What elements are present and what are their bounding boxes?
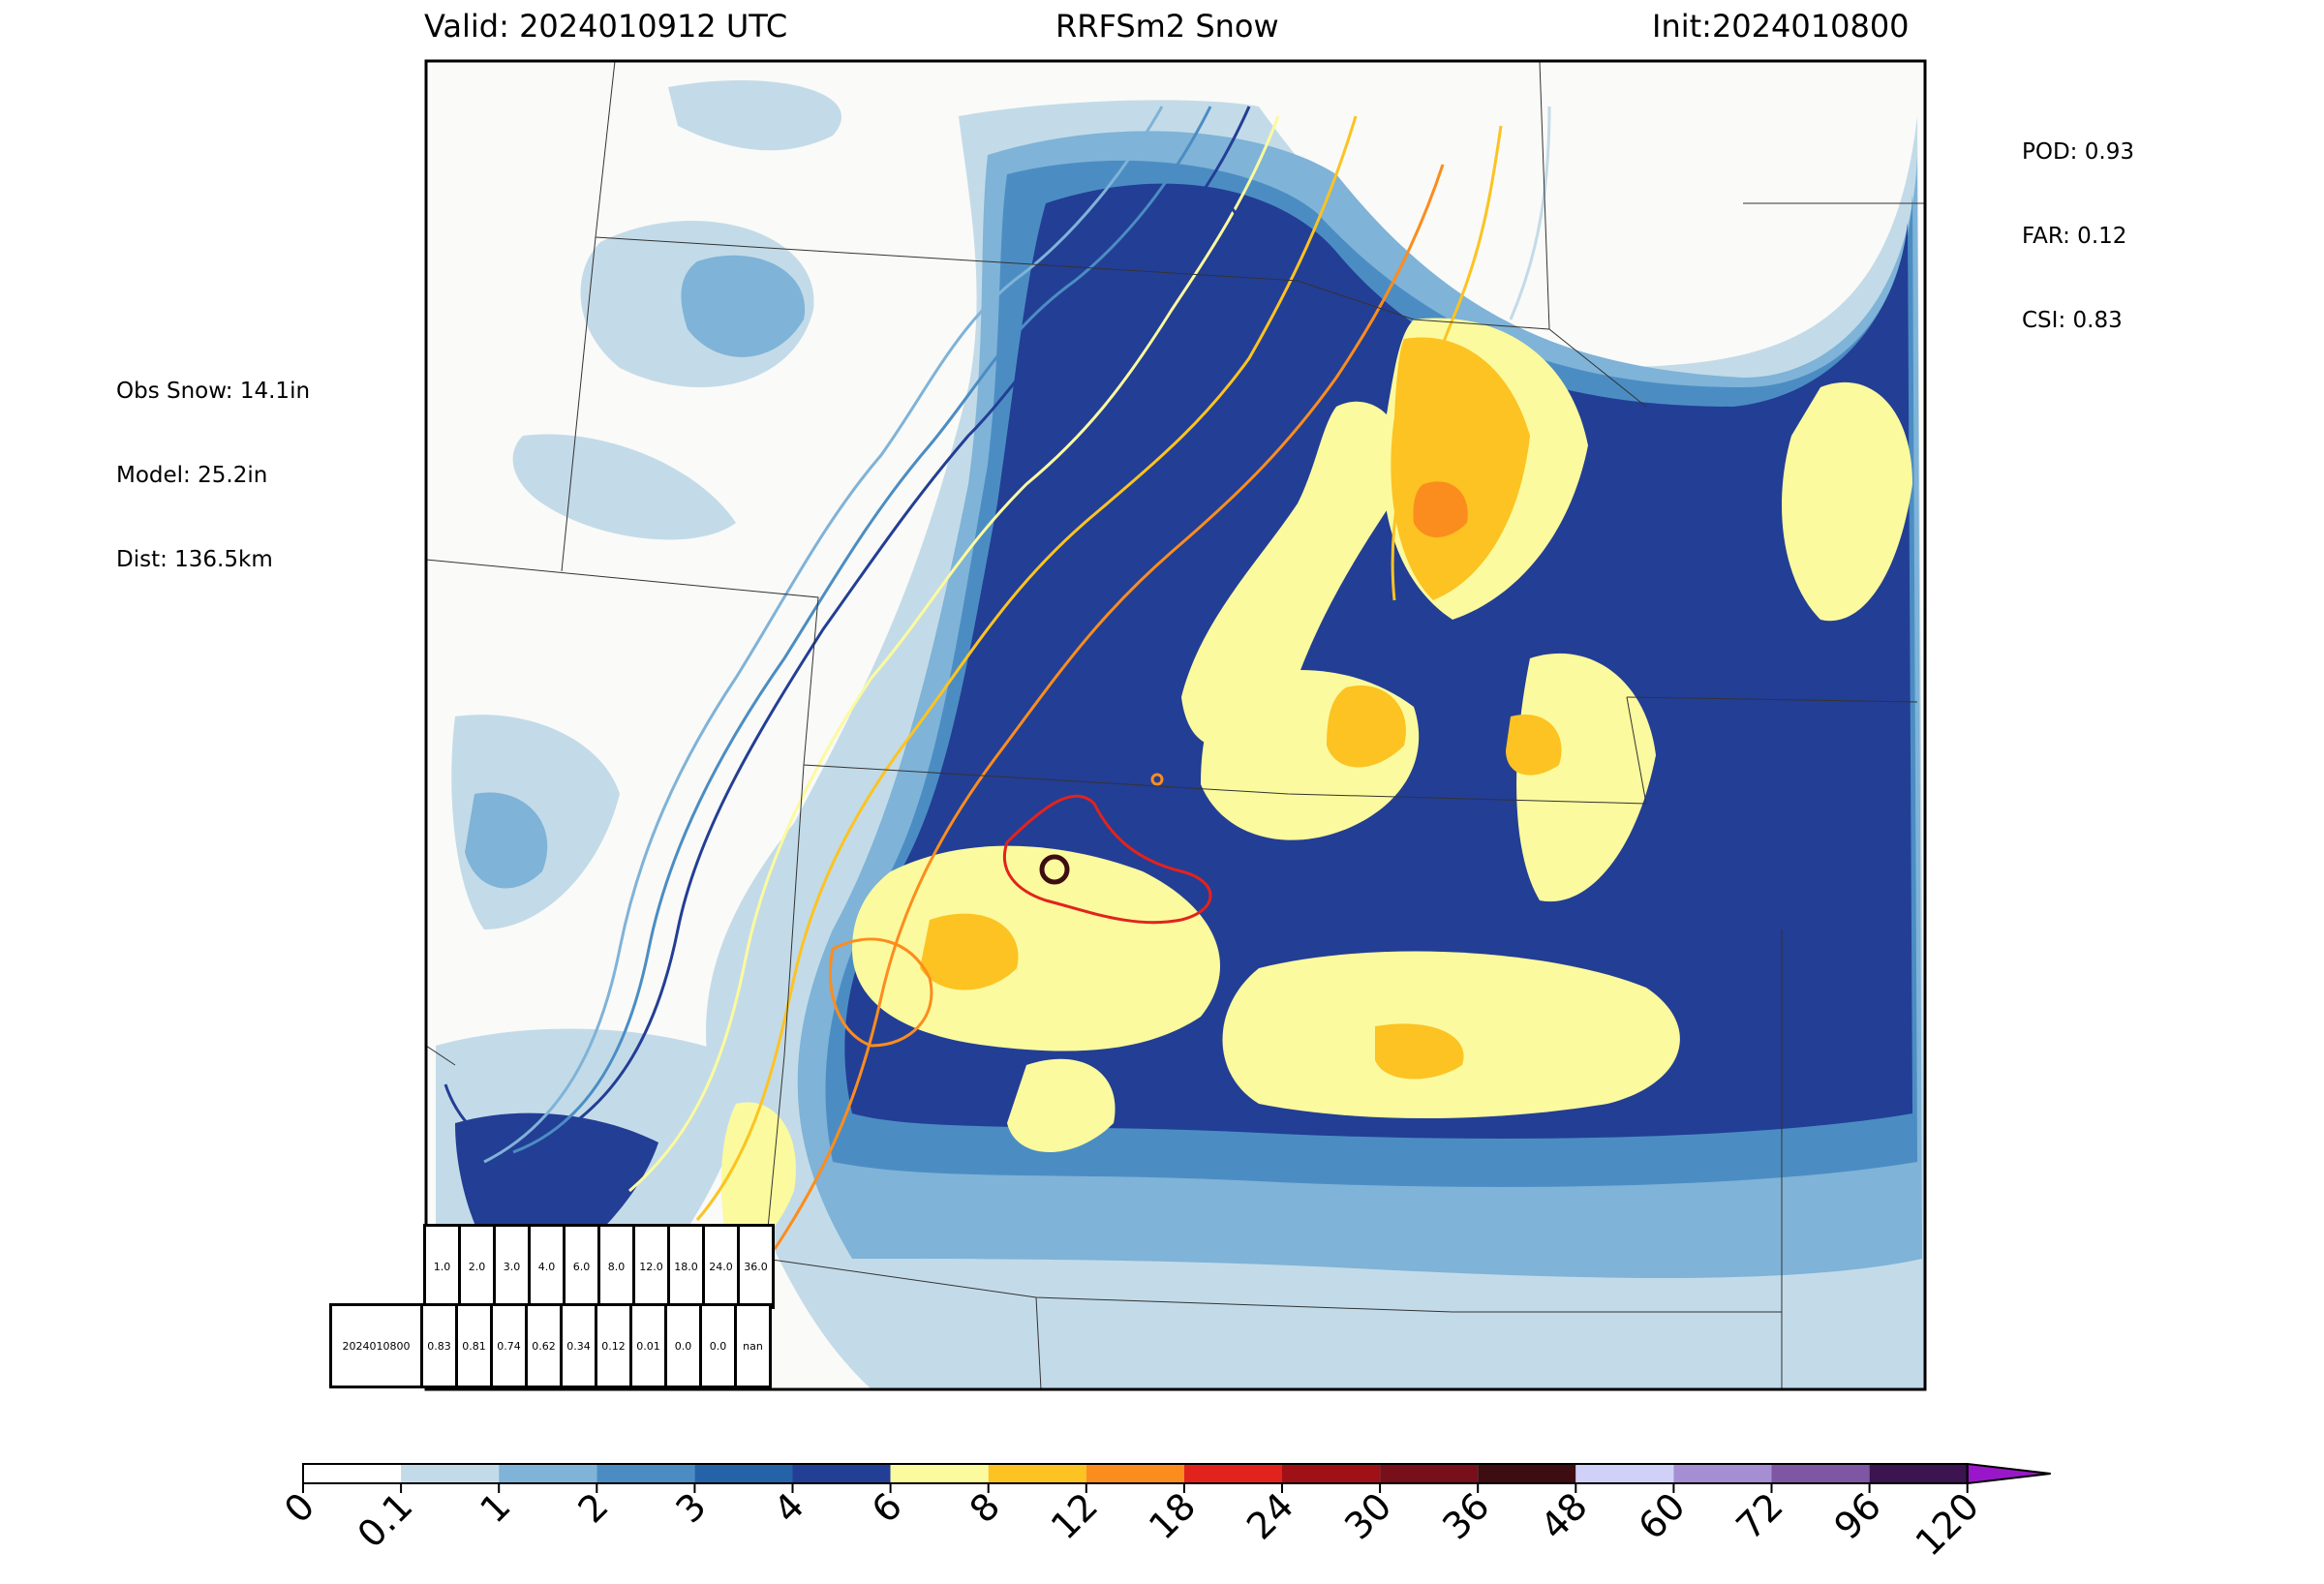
colorbar-tick-label: 1 <box>472 1484 518 1531</box>
colorbar-extend-arrow <box>1966 1462 2051 1485</box>
row-label: 2024010800 <box>329 1303 423 1388</box>
colorbar-tick-label: 120 <box>1908 1484 1987 1564</box>
colorbar-tick-label: 96 <box>1826 1484 1889 1547</box>
colorbar-swatch <box>596 1464 695 1483</box>
colorbar-swatch <box>303 1464 402 1483</box>
colorbar-swatch <box>1282 1464 1381 1483</box>
csi-cell: 0.0 <box>664 1303 702 1388</box>
colorbar-swatch <box>1869 1464 1968 1483</box>
colorbar-tick-label: 0.1 <box>350 1484 421 1556</box>
colorbar-ticks: 0 0.1 1 2 3 4 6 8 12 18 24 30 36 48 60 72 96 120 <box>276 1483 1987 1565</box>
colorbar-swatch <box>1086 1464 1184 1483</box>
colorbar-swatch <box>1575 1464 1674 1483</box>
threshold-cell: 2.0 <box>458 1224 496 1309</box>
colorbar-tick-label: 0 <box>276 1484 322 1531</box>
init-time: Init:2024010800 <box>1652 8 1910 45</box>
threshold-cell: 36.0 <box>737 1224 775 1309</box>
colorbar-swatch <box>1183 1464 1282 1483</box>
csi-cell: 0.62 <box>525 1303 563 1388</box>
csi-cell: 0.81 <box>455 1303 493 1388</box>
colorbar-swatches <box>302 1462 2051 1485</box>
threshold-cell: 3.0 <box>493 1224 531 1309</box>
pod-label: POD: 0.93 <box>2022 139 2134 165</box>
csi-cell: 0.34 <box>560 1303 597 1388</box>
colorbar-frame <box>302 1463 1969 1484</box>
csi-cell: 0.01 <box>629 1303 667 1388</box>
colorbar-swatch <box>401 1464 500 1483</box>
map-title: RRFSm2 Snow <box>1055 8 1279 45</box>
colorbar-swatch <box>499 1464 597 1483</box>
model-snow-label: Model: 25.2in <box>116 463 268 488</box>
threshold-header-table: 1.0 2.0 3.0 4.0 6.0 8.0 12.0 18.0 24.0 3… <box>423 1224 775 1309</box>
distance-label: Dist: 136.5km <box>116 547 273 572</box>
threshold-cell: 1.0 <box>423 1224 461 1309</box>
colorbar-swatch <box>1380 1464 1479 1483</box>
far-label: FAR: 0.12 <box>2022 224 2127 249</box>
threshold-cell: 8.0 <box>597 1224 635 1309</box>
snow-shade-12in <box>1413 481 1468 537</box>
threshold-cell: 12.0 <box>632 1224 670 1309</box>
colorbar-swatch <box>988 1464 1086 1483</box>
obs-snow-label: Obs Snow: 14.1in <box>116 379 311 404</box>
colorbar-tick-label: 8 <box>962 1484 1008 1531</box>
obs-station-marker <box>1039 854 1070 885</box>
colorbar-swatch <box>1673 1464 1772 1483</box>
map-frame <box>424 59 1927 1391</box>
colorbar-swatch <box>694 1464 793 1483</box>
csi-cell: 0.74 <box>490 1303 528 1388</box>
colorbar-swatch <box>792 1464 891 1483</box>
score-stats: POD: 0.93 FAR: 0.12 CSI: 0.83 <box>2022 82 2134 363</box>
csi-cell: 0.83 <box>420 1303 458 1388</box>
colorbar-tick-label: 60 <box>1630 1484 1693 1547</box>
snow-shade-6in <box>720 318 1912 1247</box>
colorbar-tick-label: 12 <box>1043 1484 1106 1547</box>
obs-stats: Obs Snow: 14.1in Model: 25.2in Dist: 136… <box>116 321 310 602</box>
colorbar-tick-label: 4 <box>766 1484 812 1531</box>
threshold-cell: 6.0 <box>563 1224 600 1309</box>
csi-cell: nan <box>734 1303 772 1388</box>
colorbar-swatch <box>1771 1464 1870 1483</box>
valid-time: Valid: 2024010912 UTC <box>424 8 788 45</box>
colorbar-tick-label: 18 <box>1141 1484 1204 1547</box>
colorbar-tick-label: 3 <box>668 1484 715 1531</box>
threshold-values-table: 2024010800 0.83 0.81 0.74 0.62 0.34 0.12… <box>329 1303 772 1388</box>
colorbar-tick-label: 30 <box>1336 1484 1399 1547</box>
colorbar-swatch <box>1478 1464 1576 1483</box>
colorbar-tick-label: 36 <box>1434 1484 1497 1547</box>
colorbar-tick-label: 2 <box>569 1484 616 1531</box>
state-borders <box>426 61 1925 1389</box>
csi-label: CSI: 0.83 <box>2022 308 2123 333</box>
colorbar-tick-label: 24 <box>1238 1484 1301 1547</box>
csi-cell: 0.12 <box>595 1303 632 1388</box>
colorbar-swatch <box>890 1464 989 1483</box>
colorbar-tick-label: 48 <box>1532 1484 1595 1547</box>
csi-cell: 0.0 <box>699 1303 737 1388</box>
colorbar-tick-label: 72 <box>1728 1484 1791 1547</box>
model-contours <box>443 106 1881 1250</box>
colorbar-tick-label: 6 <box>864 1484 910 1531</box>
